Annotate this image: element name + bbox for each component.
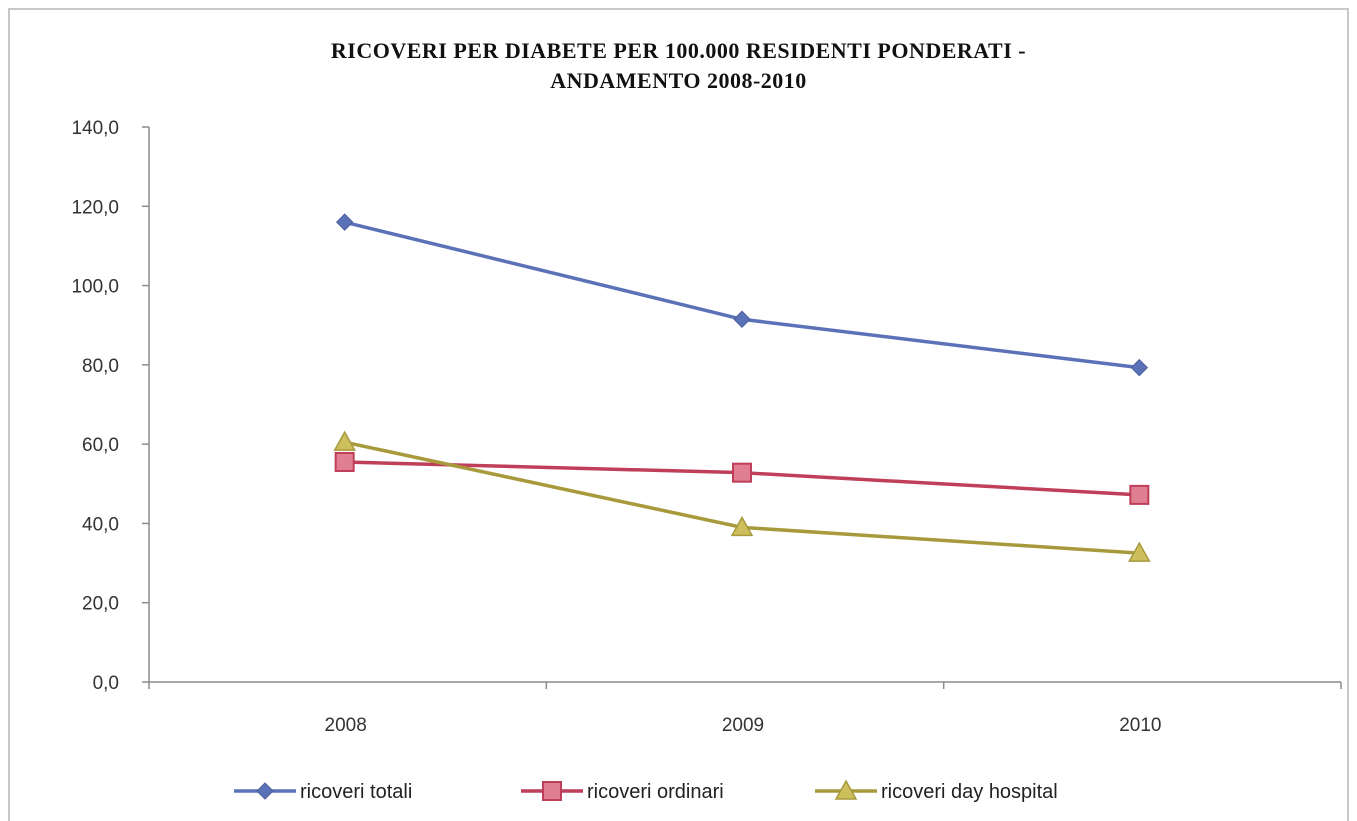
y-tick-label: 80,0 bbox=[82, 356, 119, 377]
y-tick-label: 100,0 bbox=[71, 277, 119, 298]
legend-swatch-marker bbox=[542, 781, 562, 801]
y-tick-label: 40,0 bbox=[82, 514, 119, 535]
y-tick-label: 0,0 bbox=[93, 673, 119, 694]
data-point-marker bbox=[333, 430, 356, 451]
legend-swatch-marker bbox=[256, 782, 274, 800]
y-tick-label: 140,0 bbox=[71, 118, 119, 139]
x-tick-label: 2010 bbox=[1119, 715, 1161, 736]
series-line bbox=[344, 220, 1140, 370]
data-point-marker bbox=[1130, 358, 1149, 377]
x-tick-label: 2008 bbox=[325, 715, 367, 736]
chart-title-line-1: RICOVERI PER DIABETE PER 100.000 RESIDEN… bbox=[330, 38, 1027, 63]
x-tick-label: 2009 bbox=[722, 715, 764, 736]
legend-item: ricoveri ordinari bbox=[521, 781, 724, 803]
legend-label: ricoveri totali bbox=[300, 781, 412, 803]
y-tick-label: 20,0 bbox=[82, 594, 119, 615]
legend-label: ricoveri day hospital bbox=[881, 781, 1058, 803]
chart-title: RICOVERI PER DIABETE PER 100.000 RESIDEN… bbox=[0, 36, 1357, 96]
y-tick-label: 60,0 bbox=[82, 435, 119, 456]
data-point-marker bbox=[334, 451, 355, 472]
data-point-marker bbox=[732, 462, 752, 483]
chart-frame bbox=[8, 8, 1349, 821]
legend-swatch-marker bbox=[834, 779, 858, 800]
data-point-marker bbox=[335, 213, 354, 231]
series-line bbox=[344, 440, 1140, 555]
chart-title-line-2: ANDAMENTO 2008-2010 bbox=[550, 68, 807, 93]
legend-item: ricoveri totali bbox=[234, 781, 412, 803]
data-point-marker bbox=[1128, 541, 1151, 562]
series-1 bbox=[335, 213, 1149, 377]
series-3 bbox=[333, 430, 1151, 562]
series-2 bbox=[334, 451, 1150, 505]
data-point-marker bbox=[1129, 484, 1150, 505]
legend-item: ricoveri day hospital bbox=[815, 779, 1058, 803]
data-point-marker bbox=[730, 515, 754, 537]
y-tick-label: 120,0 bbox=[71, 197, 119, 218]
legend-label: ricoveri ordinari bbox=[587, 781, 724, 803]
data-point-marker bbox=[733, 310, 751, 328]
